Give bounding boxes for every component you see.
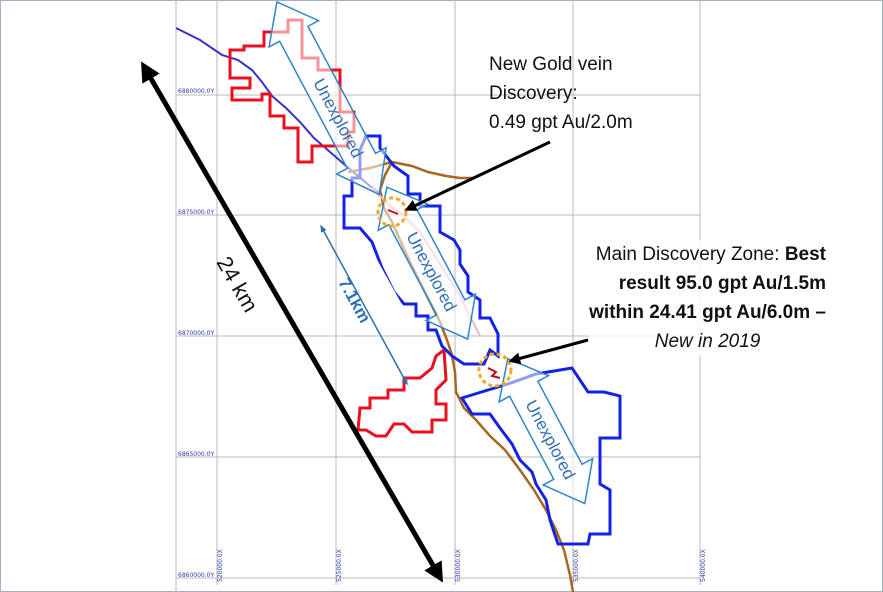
blue-claim-south [459,366,622,546]
callout-pointer [508,338,589,365]
callout-line-italic: New in 2019 [654,331,761,352]
callout-line-bold: within 24.41 gpt Au/6.0m – [589,302,826,323]
vein-marker [487,367,501,379]
northing-label: 6870000.0Y [178,330,214,337]
easting-label: 525000.0X [336,549,343,582]
gold-vein-callout: New Gold vein Discovery: 0.49 gpt Au/2.0… [489,50,633,137]
callout-line: New Gold vein [489,54,613,75]
main-zone-callout: Main Discovery Zone: Best result 95.0 gp… [589,240,826,356]
northing-label: 6865000.0Y [178,451,214,458]
distance-label-backdrop [351,255,409,330]
northing-label: 6875000.0Y [178,209,214,216]
red-claim-south [356,347,448,438]
callout-pointer [404,140,551,211]
callout-line: Discovery: [489,83,578,104]
callout-line-bold: Best [784,244,826,265]
northing-label: 6860000.0Y [178,572,214,579]
northing-label: 6880000.0Y [178,88,214,95]
double-arrow-shape [497,357,594,505]
callout-line: Main Discovery Zone: Best [589,240,826,269]
callout-line: 0.49 gpt Au/2.0m [489,112,633,133]
callout-line-normal: Main Discovery Zone: [595,244,785,265]
distance-arrow-24km [140,61,444,583]
easting-label: 530000.0X [455,549,462,582]
callout-line-bold: result 95.0 gpt Au/1.5m [618,273,826,294]
target-ring [477,352,513,388]
easting-label: 520000.0X [217,549,224,582]
distance-arrow-7km [320,224,408,386]
unexplored-arrow-1: Unexplored [268,0,388,196]
easting-label: 540000.0X [700,549,707,582]
easting-label: 535000.0X [573,549,580,582]
